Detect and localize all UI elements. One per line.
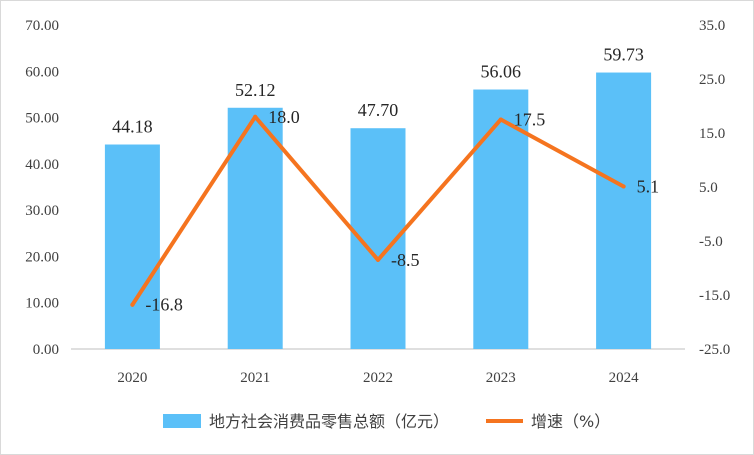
bar-data-label: 47.70 [358, 100, 399, 120]
right-axis-tick-label: 15.0 [699, 126, 725, 142]
x-axis-tick-label: 2023 [486, 370, 516, 386]
left-axis-tick-label: 60.00 [25, 64, 59, 80]
legend: 地方社会消费品零售总额（亿元） 增速（%） [163, 412, 610, 431]
right-axis-tick-label: -15.0 [699, 288, 730, 304]
line-series [130, 114, 626, 307]
legend-line-label: 增速（%） [531, 412, 610, 431]
bar [596, 72, 652, 349]
line-data-label: 17.5 [514, 110, 546, 130]
left-axis-tick-label: 0.00 [33, 342, 59, 358]
left-axis-tick-label: 70.00 [25, 18, 59, 34]
bar-data-label: 52.12 [235, 80, 276, 100]
right-axis-tick-label: 35.0 [699, 18, 725, 34]
bar-data-label: 59.73 [603, 45, 644, 65]
x-axis-ticks: 2020 2021 2022 2023 2024 [117, 370, 639, 386]
legend-bar-swatch [163, 414, 201, 428]
line-point [130, 302, 135, 307]
x-axis-tick-label: 2022 [363, 370, 393, 386]
line-data-labels: -16.8 18.0 -8.5 17.5 5.1 [145, 107, 659, 315]
right-axis-tick-label: 25.0 [699, 72, 725, 88]
line-data-label: -8.5 [391, 250, 420, 270]
left-axis-tick-label: 20.00 [25, 249, 59, 265]
left-axis-tick-label: 40.00 [25, 157, 59, 173]
bar-data-label: 44.18 [112, 117, 153, 137]
left-axis-tick-label: 50.00 [25, 111, 59, 127]
right-axis-tick-label: -25.0 [699, 342, 730, 358]
x-axis-tick-label: 2021 [240, 370, 270, 386]
right-axis-tick-label: -5.0 [699, 234, 723, 250]
left-axis-tick-label: 30.00 [25, 203, 59, 219]
right-axis-tick-label: 5.0 [699, 180, 718, 196]
left-axis-ticks: 0.00 10.00 20.00 30.00 40.00 50.00 60.00 70.00 [25, 18, 59, 358]
bar-series [104, 72, 652, 350]
right-axis-ticks: -25.0 -15.0 -5.0 5.0 15.0 25.0 35.0 [699, 18, 730, 358]
left-axis-tick-label: 10.00 [25, 296, 59, 312]
line-point [253, 114, 258, 119]
line-data-label: -16.8 [145, 295, 183, 315]
bar [473, 89, 529, 350]
x-axis-tick-label: 2020 [117, 370, 147, 386]
bar-data-label: 56.06 [481, 62, 522, 82]
line-point [621, 184, 626, 189]
line-data-label: 18.0 [268, 107, 300, 127]
line-point [498, 117, 503, 122]
line-point [376, 257, 380, 262]
legend-bar-label: 地方社会消费品零售总额（亿元） [209, 412, 449, 431]
x-axis-tick-label: 2024 [609, 370, 640, 386]
line-data-label: 5.1 [637, 176, 660, 196]
bar [104, 144, 160, 349]
bar-data-labels: 44.18 52.12 47.70 56.06 59.73 [112, 45, 644, 137]
